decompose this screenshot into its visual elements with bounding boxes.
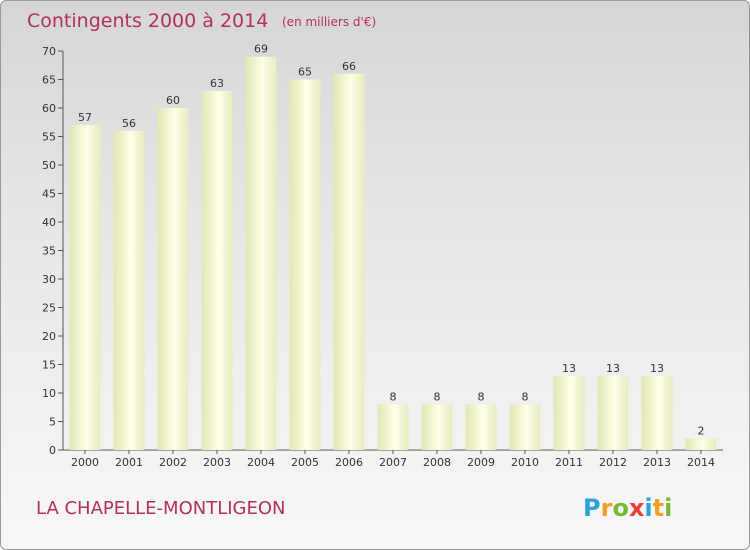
bar xyxy=(685,438,717,450)
x-tick-label: 2002 xyxy=(159,456,187,469)
y-tick-label: 0 xyxy=(49,444,56,457)
chart-subtitle: (en milliers d'€) xyxy=(282,15,376,29)
bar-value-label: 8 xyxy=(478,390,485,403)
y-tick-label: 55 xyxy=(42,131,56,144)
plot-area: 0 5 10 15 20 25 30 35 40 45 50 55 60 65 70 57 2000 56 2001… xyxy=(42,43,723,469)
bar xyxy=(597,375,629,450)
x-tick-label: 2001 xyxy=(115,456,143,469)
bar-value-label: 8 xyxy=(434,390,441,403)
x-tick-label: 2011 xyxy=(555,456,583,469)
y-tick-label: 35 xyxy=(42,245,56,258)
chart-title: Contingents 2000 à 2014 xyxy=(27,10,268,32)
bar xyxy=(289,79,321,450)
bar xyxy=(377,404,409,450)
y-tick-label: 45 xyxy=(42,188,56,201)
bar-value-label: 13 xyxy=(606,362,620,375)
bar xyxy=(509,404,541,450)
x-tick-label: 2009 xyxy=(467,456,495,469)
bar-value-label: 63 xyxy=(210,77,224,90)
proxiti-logo: Proxiti xyxy=(583,494,672,522)
logo-letter: t xyxy=(653,494,664,522)
bar-value-label: 8 xyxy=(522,390,529,403)
bar xyxy=(113,130,145,451)
bar-value-label: 8 xyxy=(390,390,397,403)
x-tick-label: 2012 xyxy=(599,456,627,469)
logo-letter: i xyxy=(644,494,652,522)
x-tick-label: 2008 xyxy=(423,456,451,469)
y-tick-label: 25 xyxy=(42,302,56,315)
logo-letter: x xyxy=(629,494,645,522)
bar-value-label: 66 xyxy=(342,60,356,73)
y-tick-label: 40 xyxy=(42,216,56,229)
x-tick-label: 2005 xyxy=(291,456,319,469)
commune-name: LA CHAPELLE-MONTLIGEON xyxy=(36,498,286,519)
bar-value-label: 56 xyxy=(122,117,136,130)
bar xyxy=(333,73,365,451)
y-tick-label: 15 xyxy=(42,359,56,372)
bar-value-label: 2 xyxy=(698,425,705,438)
y-tick-label: 65 xyxy=(42,74,56,87)
bar xyxy=(157,108,189,450)
y-tick-label: 5 xyxy=(49,416,56,429)
bar-value-label: 57 xyxy=(78,111,92,124)
bar xyxy=(465,404,497,450)
bar xyxy=(641,375,673,450)
logo-letter: P xyxy=(583,494,601,522)
bar xyxy=(245,56,277,450)
bar xyxy=(69,125,101,450)
x-tick-label: 2003 xyxy=(203,456,231,469)
y-tick-label: 60 xyxy=(42,102,56,115)
logo-letter: o xyxy=(612,494,629,522)
bar xyxy=(421,404,453,450)
bar-value-label: 60 xyxy=(166,94,180,107)
y-tick-label: 20 xyxy=(42,330,56,343)
x-tick-label: 2014 xyxy=(687,456,715,469)
x-tick-label: 2013 xyxy=(643,456,671,469)
x-tick-label: 2000 xyxy=(71,456,99,469)
y-tick-label: 70 xyxy=(42,45,56,58)
bar-value-label: 13 xyxy=(650,362,664,375)
x-tick-label: 2010 xyxy=(511,456,539,469)
x-tick-label: 2004 xyxy=(247,456,275,469)
y-tick-label: 10 xyxy=(42,387,56,400)
logo-letter: i xyxy=(664,494,672,522)
bar-value-label: 13 xyxy=(562,362,576,375)
bar-value-label: 69 xyxy=(254,43,268,56)
y-tick-label: 30 xyxy=(42,273,56,286)
bar-value-label: 65 xyxy=(298,66,312,79)
x-tick-label: 2006 xyxy=(335,456,363,469)
y-tick-label: 50 xyxy=(42,159,56,172)
bar xyxy=(553,375,585,450)
x-tick-label: 2007 xyxy=(379,456,407,469)
bar xyxy=(201,90,233,451)
logo-letter: r xyxy=(601,494,613,522)
